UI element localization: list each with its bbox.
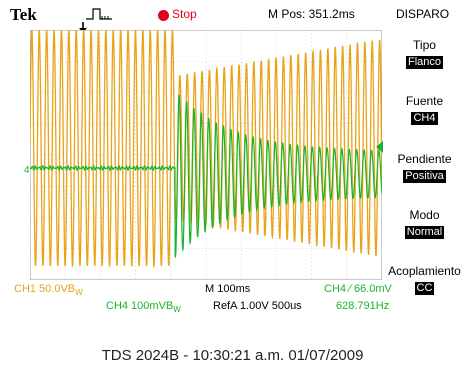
menu-item-tipo[interactable]: Tipo Flanco (384, 38, 465, 70)
menu-item-label: Modo (409, 208, 440, 222)
ch4-ground-marker-icon: 4 (24, 165, 30, 175)
ch1-scale-text: CH1 50.0VB (14, 283, 76, 295)
acquisition-state: Stop (172, 7, 197, 21)
svg-text:4: 4 (24, 165, 30, 175)
menu-item-label: Pendiente (397, 152, 452, 166)
status-bar: Tek Stop M Pos: 351.2ms DISPARO (0, 0, 465, 30)
ch1-scale-suffix: W (75, 288, 83, 298)
menu-item-value: CC (414, 282, 435, 295)
menu-item-label: Tipo (413, 38, 436, 52)
trigger-level-marker-icon (376, 141, 383, 153)
menu-item-value: Flanco (405, 56, 444, 69)
menu-title: DISPARO (396, 7, 450, 21)
menu-item-label: Fuente (405, 94, 444, 108)
trigger-frequency-readout: 628.791Hz (336, 300, 390, 312)
trigger-level-readout: CH4 ∕ 66.0mV (324, 283, 392, 295)
timebase-readout: M 100ms (205, 283, 251, 295)
ch4-scale-suffix: W (173, 305, 181, 315)
reference-a-text: RefA 1.00V 500 (213, 300, 291, 312)
trigger-waveform-icon (86, 8, 112, 20)
ch4-scale-readout: CH4 100mVBW (106, 300, 181, 314)
ch4-waveform (30, 94, 382, 258)
menu-item-value: Normal (404, 226, 445, 239)
horizontal-position-readout: M Pos: 351.2ms (268, 7, 355, 21)
menu-item-value: CH4 (411, 112, 438, 125)
reference-a-readout: RefA 1.00V 500us (213, 300, 302, 312)
ch4-trace (30, 94, 382, 258)
instrument-caption: TDS 2024B - 10:30:21 a.m. 01/07/2009 (101, 347, 364, 364)
menu-item-label: Acoplamiento (388, 264, 461, 278)
stop-indicator-icon (158, 10, 169, 21)
menu-item-fuente[interactable]: Fuente CH4 (384, 94, 465, 126)
brand-logo: Tek (10, 5, 37, 24)
trigger-side-menu: Tipo Flanco Fuente CH4 Pendiente Positiv… (384, 30, 465, 295)
menu-item-pendiente[interactable]: Pendiente Positiva (384, 152, 465, 184)
menu-item-acoplamiento[interactable]: Acoplamiento CC (384, 264, 465, 296)
reference-a-unit: us (290, 300, 302, 312)
ch1-scale-readout: CH1 50.0VBW (14, 283, 83, 297)
ch4-scale-text: CH4 100mVB (106, 300, 174, 312)
waveform-display[interactable] (30, 30, 382, 280)
menu-item-value: Positiva (403, 170, 446, 183)
menu-item-modo[interactable]: Modo Normal (384, 208, 465, 240)
